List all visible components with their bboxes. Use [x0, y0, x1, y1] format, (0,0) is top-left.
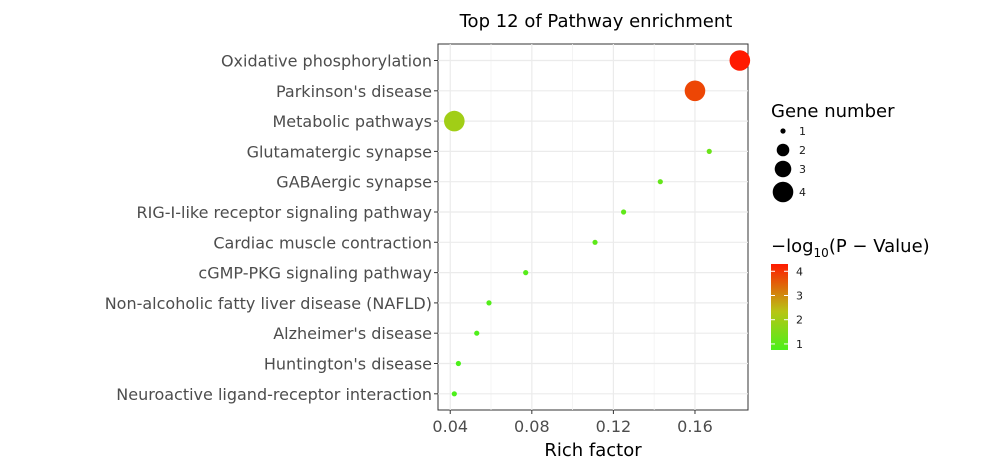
pvalue-legend-title-rest: (P − Value): [829, 236, 930, 257]
x-tick-label: 0.04: [432, 417, 468, 436]
gene-number-legend-title: Gene number: [771, 101, 895, 122]
category-labels: Oxidative phosphorylation Parkinson's dis…: [105, 52, 432, 404]
category-label: Alzheimer's disease: [273, 324, 432, 343]
pvalue-color-bar: [771, 264, 788, 350]
category-label: Metabolic pathways: [272, 112, 432, 131]
size-legend-key: [772, 181, 794, 203]
category-label: Oxidative phosphorylation: [221, 52, 432, 71]
category-label: Huntington's disease: [264, 355, 432, 374]
category-label: GABAergic synapse: [276, 173, 432, 192]
plot-panel: [437, 43, 749, 411]
data-point: [451, 391, 457, 397]
x-axis-ticks: 0.04 0.08 0.12 0.16: [432, 410, 713, 436]
color-bar-tick-label: 4: [796, 265, 803, 278]
size-legend-label: 2: [799, 144, 806, 157]
category-label: Neuroactive ligand-receptor interaction: [116, 385, 432, 404]
category-label: Glutamatergic synapse: [247, 142, 432, 161]
x-tick-label: 0.16: [677, 417, 713, 436]
data-point: [592, 239, 598, 245]
data-points: [444, 50, 751, 397]
category-label: RIG-I-like receptor signaling pathway: [137, 203, 433, 222]
data-point: [523, 270, 529, 276]
size-legend-label: 1: [799, 125, 806, 138]
size-legend-label: 4: [799, 186, 806, 199]
data-point: [657, 179, 663, 185]
gene-number-legend: Gene number 1 2 3 4: [771, 101, 895, 203]
pvalue-legend-title-main: −log: [771, 236, 814, 257]
pvalue-legend-title-subscript: 10: [814, 246, 829, 260]
data-point: [729, 50, 751, 71]
x-tick-label: 0.08: [514, 417, 550, 436]
data-point: [684, 80, 706, 102]
x-tick-label: 0.12: [596, 417, 632, 436]
data-point: [455, 360, 461, 367]
size-legend-key: [776, 143, 790, 157]
color-bar-tick-label: 2: [796, 314, 803, 327]
data-point: [444, 110, 465, 132]
chart-title: Top 12 of Pathway enrichment: [459, 11, 733, 32]
data-point: [486, 300, 492, 306]
size-legend-label: 3: [799, 163, 806, 176]
data-point: [706, 148, 712, 154]
color-bar-tick-label: 1: [796, 338, 803, 351]
pvalue-color-legend: −log10(P − Value) 1 2 3 4: [771, 236, 930, 351]
pvalue-legend-title: −log10(P − Value): [771, 236, 930, 260]
y-axis-ticks: [434, 60, 438, 395]
color-bar-tick-label: 3: [796, 289, 803, 302]
category-label: Non-alcoholic fatty liver disease (NAFLD…: [105, 294, 432, 313]
data-point: [474, 330, 480, 336]
data-point: [620, 209, 627, 215]
category-label: Cardiac muscle contraction: [213, 233, 432, 252]
size-legend-key: [780, 128, 786, 134]
size-legend-key: [774, 160, 792, 178]
x-axis-title: Rich factor: [544, 440, 642, 461]
category-label: cGMP-PKG signaling pathway: [198, 264, 432, 283]
category-label: Parkinson's disease: [276, 82, 432, 101]
